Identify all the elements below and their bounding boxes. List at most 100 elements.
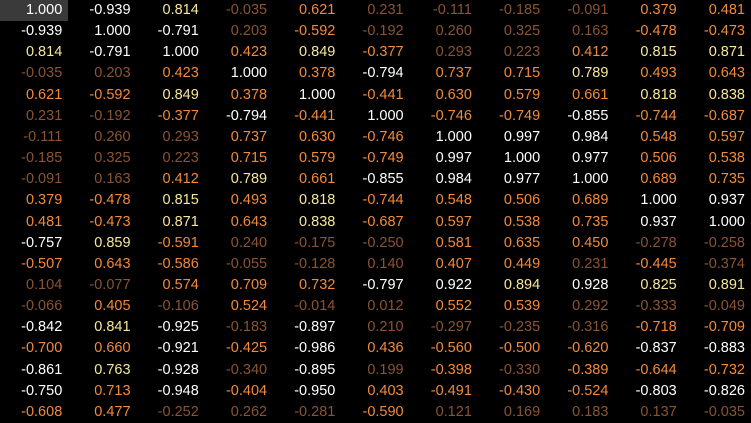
correlation-cell[interactable]: -0.128 (294, 255, 336, 272)
correlation-cell[interactable]: -0.389 (567, 361, 609, 378)
correlation-cell[interactable]: 0.140 (367, 255, 404, 272)
correlation-cell[interactable]: 0.928 (572, 276, 609, 293)
correlation-cell[interactable]: 0.231 (25, 107, 63, 124)
correlation-cell[interactable]: 1.000 (367, 107, 404, 124)
correlation-cell[interactable]: 0.643 (230, 213, 268, 230)
correlation-cell[interactable]: 0.579 (503, 86, 541, 103)
correlation-cell[interactable]: -0.281 (294, 403, 336, 420)
correlation-cell[interactable]: -0.586 (157, 255, 199, 272)
correlation-cell[interactable]: -0.687 (362, 213, 404, 230)
correlation-cell[interactable]: -0.590 (362, 403, 404, 420)
correlation-cell[interactable]: -0.425 (225, 340, 268, 357)
correlation-cell[interactable]: -0.732 (703, 361, 745, 378)
correlation-cell[interactable]: 0.689 (572, 192, 609, 209)
correlation-cell[interactable]: 0.709 (230, 276, 268, 293)
correlation-cell[interactable]: 0.539 (503, 298, 541, 315)
correlation-cell[interactable]: -0.091 (21, 171, 63, 188)
correlation-cell[interactable]: -0.826 (703, 382, 745, 399)
correlation-cell[interactable]: -0.855 (362, 171, 404, 188)
correlation-cell[interactable]: 0.937 (708, 192, 745, 209)
correlation-cell[interactable]: 0.548 (640, 128, 677, 145)
correlation-cell[interactable]: 0.293 (435, 44, 472, 61)
correlation-cell[interactable]: -0.404 (225, 382, 268, 399)
correlation-cell[interactable]: 0.260 (435, 23, 472, 40)
correlation-cell[interactable]: -0.837 (635, 340, 677, 357)
correlation-cell[interactable]: -0.333 (635, 298, 677, 315)
correlation-cell[interactable]: -0.718 (635, 319, 677, 336)
correlation-cell[interactable]: -0.473 (89, 213, 131, 230)
correlation-cell[interactable]: 0.169 (503, 403, 541, 420)
correlation-cell[interactable]: -0.091 (567, 2, 609, 18)
correlation-cell[interactable]: -0.524 (567, 382, 609, 399)
correlation-cell[interactable]: -0.750 (21, 382, 63, 399)
correlation-cell[interactable]: 0.231 (572, 255, 609, 272)
correlation-cell[interactable]: -0.250 (362, 234, 404, 251)
correlation-cell[interactable]: 0.121 (435, 403, 472, 420)
correlation-cell[interactable]: -0.258 (703, 234, 745, 251)
correlation-cell[interactable]: -0.744 (635, 107, 677, 124)
correlation-cell[interactable]: 1.000 (708, 213, 745, 230)
correlation-cell[interactable]: -0.939 (89, 2, 131, 18)
correlation-cell[interactable]: 0.481 (708, 2, 745, 18)
correlation-cell[interactable]: 0.223 (162, 150, 199, 167)
correlation-cell[interactable]: 1.000 (640, 192, 677, 209)
correlation-cell[interactable]: -0.794 (225, 107, 268, 124)
correlation-cell[interactable]: -0.445 (635, 255, 677, 272)
correlation-cell[interactable]: -0.500 (499, 340, 541, 357)
correlation-cell[interactable]: 0.735 (572, 213, 609, 230)
correlation-cell[interactable]: -0.252 (157, 403, 199, 420)
correlation-cell[interactable]: -0.035 (703, 403, 745, 420)
correlation-cell[interactable]: 0.412 (162, 171, 199, 188)
correlation-cell[interactable]: -0.950 (294, 382, 336, 399)
correlation-cell[interactable]: 0.630 (435, 86, 472, 103)
correlation-cell[interactable]: 0.789 (572, 65, 609, 82)
correlation-cell[interactable]: -0.330 (499, 361, 541, 378)
correlation-cell[interactable]: 0.412 (572, 44, 609, 61)
correlation-cell[interactable]: -0.803 (635, 382, 677, 399)
correlation-cell[interactable]: -0.430 (499, 382, 541, 399)
correlation-cell[interactable]: 1.000 (503, 150, 541, 167)
correlation-cell[interactable]: 0.818 (640, 86, 677, 103)
correlation-cell[interactable]: 0.538 (708, 150, 745, 167)
correlation-cell[interactable]: -0.192 (89, 107, 131, 124)
correlation-cell[interactable]: 0.597 (435, 213, 472, 230)
correlation-cell[interactable]: 0.984 (572, 128, 609, 145)
correlation-cell[interactable]: -0.700 (21, 340, 63, 357)
correlation-cell[interactable]: 0.293 (162, 128, 199, 145)
correlation-cell[interactable]: -0.035 (225, 2, 268, 18)
correlation-cell[interactable]: 0.713 (94, 382, 131, 399)
correlation-cell[interactable]: 0.137 (640, 403, 677, 420)
correlation-cell[interactable]: 0.240 (230, 234, 268, 251)
correlation-cell[interactable]: 1.000 (299, 86, 336, 103)
correlation-cell[interactable]: -0.111 (432, 2, 472, 18)
correlation-cell[interactable]: -0.377 (362, 44, 404, 61)
correlation-cell[interactable]: -0.592 (294, 23, 336, 40)
correlation-cell[interactable]: 0.450 (572, 234, 609, 251)
correlation-cell[interactable]: 1.000 (572, 171, 609, 188)
correlation-cell[interactable]: -0.928 (157, 361, 199, 378)
correlation-cell[interactable]: -0.620 (567, 340, 609, 357)
correlation-cell[interactable]: -0.608 (21, 403, 63, 420)
correlation-cell[interactable]: 0.183 (572, 403, 609, 420)
correlation-cell[interactable]: -0.592 (89, 86, 131, 103)
correlation-cell[interactable]: 0.838 (299, 213, 336, 230)
correlation-cell[interactable]: 0.732 (299, 276, 336, 293)
correlation-cell[interactable]: -0.185 (499, 2, 541, 18)
correlation-cell[interactable]: -0.473 (703, 23, 745, 40)
correlation-cell[interactable]: -0.842 (21, 319, 63, 336)
correlation-cell[interactable]: 0.715 (230, 150, 268, 167)
correlation-cell[interactable]: -0.441 (362, 86, 404, 103)
correlation-cell[interactable]: 0.763 (94, 361, 131, 378)
correlation-cell[interactable]: 0.260 (94, 128, 131, 145)
correlation-cell[interactable]: 0.815 (640, 44, 677, 61)
correlation-cell[interactable]: -0.757 (21, 234, 63, 251)
correlation-cell[interactable]: 0.104 (25, 276, 63, 293)
correlation-cell[interactable]: -0.077 (89, 276, 131, 293)
correlation-cell[interactable]: 0.818 (299, 192, 336, 209)
correlation-cell[interactable]: -0.111 (23, 128, 63, 145)
correlation-cell[interactable]: -0.185 (21, 150, 63, 167)
correlation-cell[interactable]: -0.507 (21, 255, 63, 272)
correlation-cell[interactable]: 0.977 (503, 171, 541, 188)
correlation-cell[interactable]: 0.997 (503, 128, 541, 145)
correlation-cell[interactable]: 0.493 (230, 192, 268, 209)
